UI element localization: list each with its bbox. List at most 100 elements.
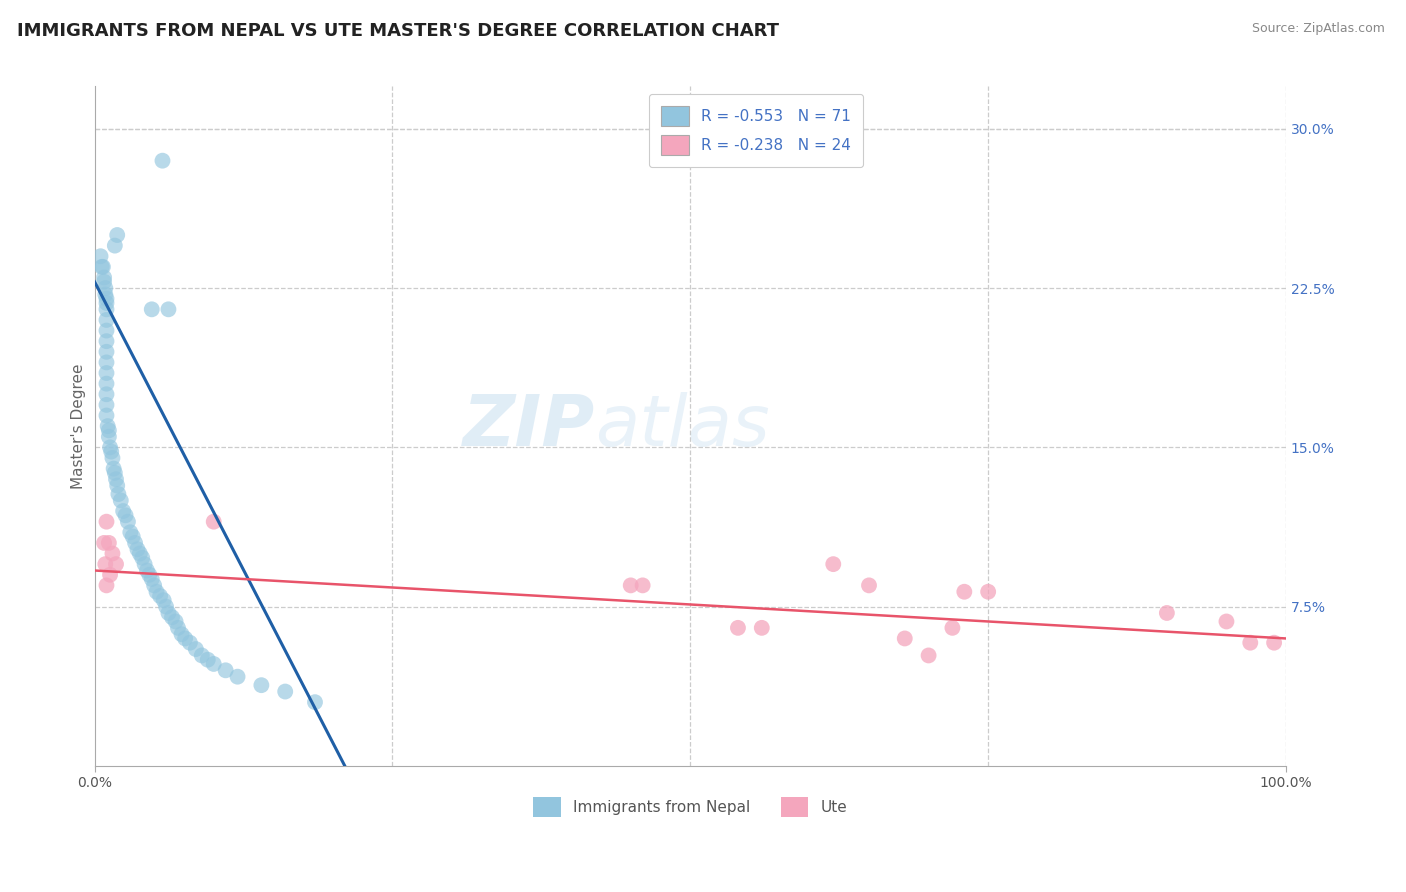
Point [1156, 606, 1178, 620]
Point [143, 578, 166, 592]
Point [93, 275, 115, 289]
Point [184, 642, 207, 657]
Point [94, 557, 117, 571]
Point [104, 238, 127, 252]
Point [823, 557, 845, 571]
Point [93, 536, 115, 550]
Point [97, 419, 120, 434]
Point [98, 441, 121, 455]
Point [96, 302, 118, 317]
Point [145, 584, 167, 599]
Point [149, 589, 172, 603]
Point [179, 636, 201, 650]
Point [98, 567, 121, 582]
Point [96, 334, 118, 348]
Point [157, 606, 180, 620]
Point [174, 632, 197, 646]
Point [93, 270, 115, 285]
Point [128, 547, 150, 561]
Point [214, 663, 236, 677]
Point [165, 615, 187, 629]
Point [917, 648, 939, 663]
Point [103, 461, 125, 475]
Point [977, 584, 1000, 599]
Point [250, 678, 273, 692]
Point [105, 478, 128, 492]
Text: Source: ZipAtlas.com: Source: ZipAtlas.com [1251, 22, 1385, 36]
Point [138, 567, 160, 582]
Point [97, 423, 120, 437]
Point [858, 578, 880, 592]
Point [96, 292, 118, 306]
Point [120, 525, 142, 540]
Point [96, 366, 118, 380]
Point [1239, 636, 1261, 650]
Point [94, 281, 117, 295]
Point [114, 508, 136, 523]
Point [152, 593, 174, 607]
Point [167, 621, 190, 635]
Point [96, 387, 118, 401]
Text: atlas: atlas [595, 392, 769, 460]
Point [131, 550, 153, 565]
Point [226, 670, 249, 684]
Point [96, 313, 118, 327]
Point [96, 324, 118, 338]
Legend: Immigrants from Nepal, Ute: Immigrants from Nepal, Ute [527, 791, 853, 822]
Point [136, 564, 159, 578]
Point [105, 557, 128, 571]
Point [105, 227, 128, 242]
Point [91, 260, 114, 274]
Point [96, 355, 118, 369]
Point [1263, 636, 1285, 650]
Point [90, 260, 112, 274]
Point [96, 376, 118, 391]
Point [112, 504, 135, 518]
Text: ZIP: ZIP [463, 392, 595, 460]
Point [1215, 615, 1237, 629]
Point [101, 547, 124, 561]
Point [117, 515, 139, 529]
Point [631, 578, 654, 592]
Point [141, 572, 163, 586]
Point [197, 653, 219, 667]
Point [97, 430, 120, 444]
Point [124, 536, 146, 550]
Point [157, 302, 180, 317]
Point [96, 409, 118, 423]
Point [94, 287, 117, 301]
Point [90, 249, 112, 263]
Point [105, 472, 128, 486]
Point [160, 610, 183, 624]
Point [202, 657, 225, 671]
Point [304, 695, 326, 709]
Point [96, 296, 118, 310]
Point [110, 493, 132, 508]
Point [107, 487, 129, 501]
Point [96, 515, 118, 529]
Point [152, 153, 174, 168]
Point [941, 621, 963, 635]
Y-axis label: Master's Degree: Master's Degree [72, 363, 86, 489]
Point [274, 684, 297, 698]
Point [620, 578, 643, 592]
Point [202, 515, 225, 529]
Point [96, 578, 118, 592]
Text: IMMIGRANTS FROM NEPAL VS UTE MASTER'S DEGREE CORRELATION CHART: IMMIGRANTS FROM NEPAL VS UTE MASTER'S DE… [17, 22, 779, 40]
Point [96, 344, 118, 359]
Point [953, 584, 976, 599]
Point [727, 621, 749, 635]
Point [97, 536, 120, 550]
Point [191, 648, 214, 663]
Point [893, 632, 915, 646]
Point [170, 627, 193, 641]
Point [127, 542, 149, 557]
Point [101, 450, 124, 465]
Point [96, 398, 118, 412]
Point [751, 621, 773, 635]
Point [141, 302, 163, 317]
Point [100, 444, 122, 458]
Point [121, 529, 143, 543]
Point [155, 599, 177, 614]
Point [134, 557, 156, 571]
